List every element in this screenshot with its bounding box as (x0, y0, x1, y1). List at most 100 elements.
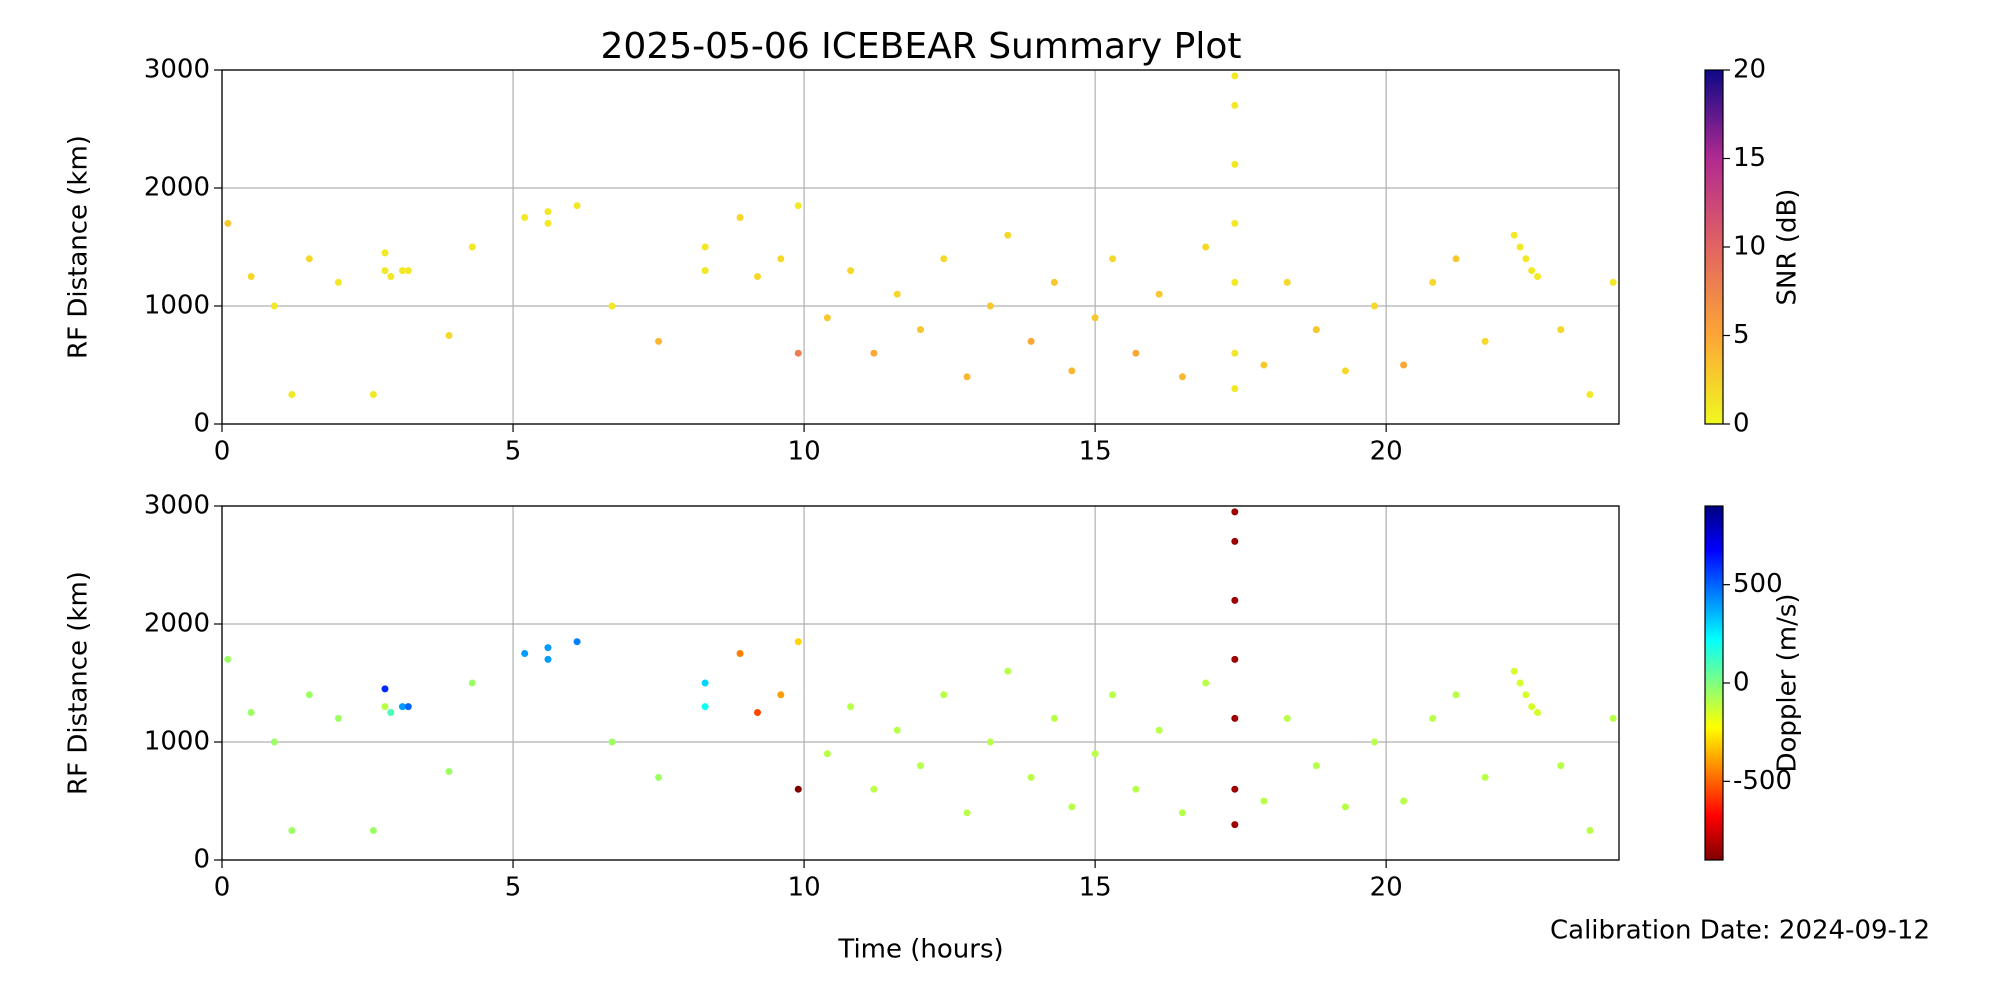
data-point (288, 827, 296, 834)
data-point (1260, 797, 1268, 805)
data-point (573, 202, 581, 210)
data-point (369, 391, 377, 398)
data-point (521, 650, 529, 657)
data-point (387, 273, 395, 280)
colorbar-tick-label: 10 (1733, 232, 1766, 262)
data-point (1231, 785, 1239, 793)
colorbar-tick-label: 0 (1733, 409, 1750, 439)
data-point (794, 349, 802, 357)
data-point (1132, 349, 1140, 357)
colorbar-label: Doppler (m/s) (1773, 593, 1803, 772)
data-point (445, 332, 453, 339)
data-point (270, 738, 278, 746)
x-tick-label: 15 (1079, 873, 1112, 903)
data-point (334, 278, 342, 286)
data-point (754, 273, 762, 280)
data-point (940, 691, 948, 699)
data-point (288, 391, 296, 398)
colorbar-tick-label: 20 (1733, 55, 1766, 85)
y-tick-label: 2000 (144, 173, 210, 203)
data-point (1109, 255, 1117, 263)
data-point (1510, 667, 1518, 675)
data-point (270, 302, 278, 310)
data-point (573, 638, 581, 646)
data-point (1231, 714, 1239, 722)
data-point (1178, 373, 1186, 381)
data-point (224, 219, 232, 227)
data-point (1231, 385, 1239, 393)
data-point (1109, 691, 1117, 699)
data-point (1050, 714, 1058, 722)
data-point (1534, 709, 1542, 716)
data-point (1283, 278, 1291, 286)
data-point (1528, 267, 1536, 275)
data-point (381, 703, 389, 711)
data-point (986, 738, 994, 746)
data-point (381, 267, 389, 275)
y-axis-label: RF Distance (km) (64, 571, 94, 795)
data-point (1609, 278, 1617, 286)
data-point (398, 703, 406, 711)
data-point (917, 762, 924, 770)
data-point (608, 302, 616, 310)
colorbar-label: SNR (dB) (1773, 189, 1803, 306)
data-point (1068, 367, 1076, 375)
y-axis-label: RF Distance (km) (64, 135, 94, 359)
data-point (893, 290, 901, 298)
data-point (1004, 667, 1012, 675)
data-point (1586, 827, 1594, 834)
data-point (1586, 391, 1594, 398)
data-point (224, 655, 232, 663)
data-point (1132, 785, 1140, 793)
x-tick-label: 15 (1079, 437, 1112, 467)
x-tick-label: 10 (788, 437, 821, 467)
data-point (701, 679, 709, 687)
data-point (1155, 726, 1163, 734)
axes-frame (221, 505, 1620, 861)
data-point (655, 337, 663, 345)
data-point (1231, 219, 1239, 227)
data-point (1178, 809, 1186, 817)
y-tick-label: 3000 (144, 491, 210, 521)
data-point (963, 809, 971, 817)
data-point (701, 703, 709, 711)
data-point (468, 243, 476, 251)
data-point (1557, 762, 1565, 770)
x-tick-label: 0 (214, 437, 231, 467)
y-tick-label: 3000 (144, 55, 210, 85)
data-point (1609, 714, 1617, 722)
data-point (1400, 797, 1408, 805)
data-point (1283, 714, 1291, 722)
data-point (1429, 278, 1437, 286)
data-point (1341, 803, 1349, 811)
data-point (381, 685, 389, 693)
data-point (655, 773, 663, 781)
y-tick-label: 2000 (144, 609, 210, 639)
data-point (1481, 337, 1489, 345)
data-point (1231, 160, 1239, 168)
data-point (544, 208, 552, 216)
data-point (1371, 302, 1379, 310)
data-point (1371, 738, 1379, 746)
data-point (870, 349, 878, 357)
data-point (544, 644, 552, 652)
calibration-date: Calibration Date: 2024-09-12 (1550, 916, 1930, 946)
data-point (1068, 803, 1076, 811)
data-point (1452, 691, 1460, 699)
colorbar-tick-label: 15 (1733, 143, 1766, 173)
data-point (247, 709, 255, 716)
data-point (1522, 255, 1530, 263)
colorbar (1704, 505, 1724, 861)
x-tick-label: 5 (505, 437, 522, 467)
data-point (701, 267, 709, 275)
data-point (823, 750, 831, 758)
data-point (917, 326, 924, 334)
data-point (1231, 508, 1239, 516)
data-point (381, 249, 389, 257)
data-point (1231, 655, 1239, 663)
data-point (777, 255, 785, 263)
data-point (847, 703, 855, 711)
data-point (1341, 367, 1349, 375)
x-tick-label: 10 (788, 873, 821, 903)
